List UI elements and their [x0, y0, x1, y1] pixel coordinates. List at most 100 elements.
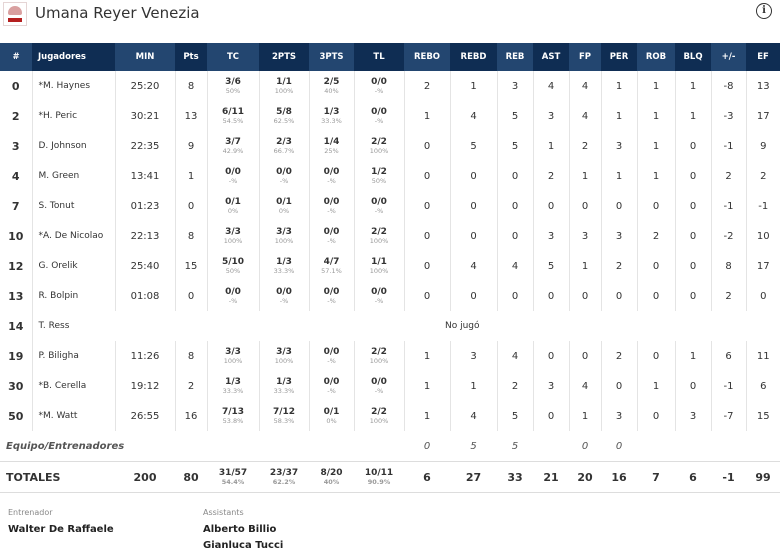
team-stat: 0 — [615, 440, 623, 452]
shot-percentage: 66.7% — [273, 147, 295, 155]
team-stat: 5 — [470, 440, 477, 452]
shots-made-attempted: 1/3 — [276, 377, 292, 387]
stat-blq: 0 — [674, 131, 711, 161]
field-goals: 0/0 -% — [206, 281, 259, 311]
two-pointers: 1/1 100% — [258, 71, 309, 101]
shots-made-attempted: 2/3 — [276, 137, 292, 147]
header-row: # Jugadores MIN Pts TC 2PTS 3PTS TL REBO REBD REB A… — [0, 43, 780, 71]
shots-made-attempted: 8/20 — [320, 468, 343, 478]
column-header[interactable]: +/- — [711, 43, 746, 71]
player-name: P. Biligha — [31, 341, 115, 371]
stat-per: 3 — [600, 221, 637, 251]
column-header[interactable]: ROB — [637, 43, 675, 71]
stat-rebd: 4 — [449, 101, 497, 131]
player-row[interactable]: 3 D. Johnson 22:35 9 3/7 42.9% 2/3 66.7% 1/4 25% 2… — [0, 131, 780, 161]
column-header[interactable]: PER — [601, 43, 637, 71]
shot-percentage: 33.3% — [273, 267, 295, 275]
player-number: 12 — [8, 259, 24, 273]
stat-rebd: 0 — [449, 281, 497, 311]
player-row[interactable]: 13 R. Bolpin 01:08 0 0/0 -% 0/0 -% 0/0 -% 0/0 -% 0 0 0… — [0, 281, 780, 311]
shot-percentage: 62.5% — [273, 117, 295, 125]
shot-percentage: -% — [374, 207, 384, 215]
stat-per: 1 — [600, 101, 637, 131]
team-stat — [675, 431, 711, 462]
column-header[interactable]: EF — [746, 43, 780, 71]
shot-percentage: -% — [327, 237, 336, 245]
info-icon[interactable]: i — [756, 3, 772, 19]
box-score-table: # Jugadores MIN Pts TC 2PTS 3PTS TL REBO REBD REB A… — [0, 43, 780, 493]
player-row[interactable]: 30 *B. Cerella 19:12 2 1/3 33.3% 1/3 33.3% 0/0 -%… — [0, 371, 780, 401]
column-header[interactable]: FP — [569, 43, 601, 71]
stat-ast: 3 — [532, 371, 569, 401]
player-number: 14 — [8, 319, 24, 333]
column-header[interactable]: REB — [497, 43, 533, 71]
two-pointers: 2/3 66.7% — [258, 131, 309, 161]
shots-made-attempted: 7/13 — [221, 407, 245, 417]
stat-ef: 17 — [745, 251, 780, 281]
stat-ef: 11 — [745, 341, 780, 371]
stat-reb: 0 — [496, 161, 533, 191]
total-stat: 16 — [601, 461, 637, 493]
stat-reb: 3 — [496, 71, 533, 101]
shot-percentage: -% — [327, 387, 336, 395]
shots-made-attempted: 0/0 — [323, 227, 340, 237]
column-header[interactable]: Jugadores — [32, 43, 115, 71]
player-number: 50 — [8, 409, 24, 423]
column-header[interactable]: BLQ — [675, 43, 711, 71]
minutes: 19:12 — [114, 371, 175, 401]
stat-rob: 1 — [636, 101, 675, 131]
column-header[interactable]: # — [0, 43, 32, 71]
shots-made-attempted: 7/12 — [272, 407, 296, 417]
column-header[interactable]: AST — [533, 43, 569, 71]
team-stat: 0 — [581, 440, 589, 452]
shot-percentage: 40% — [324, 87, 339, 95]
total-fg: 31/57 54.4% — [207, 461, 259, 493]
shots-made-attempted: 10/11 — [364, 468, 394, 478]
column-header[interactable]: REBD — [450, 43, 497, 71]
player-name: *M. Watt — [31, 401, 115, 431]
shots-made-attempted: 0/0 — [323, 167, 340, 177]
player-row[interactable]: 4 M. Green 13:41 1 0/0 -% 0/0 -% 0/0 -% 1/2 50% 0 0 0 2… — [0, 161, 780, 191]
stat-blq: 0 — [674, 221, 711, 251]
stat-rebo: 0 — [403, 191, 450, 221]
column-header[interactable]: TC — [207, 43, 259, 71]
shot-percentage: 57.1% — [321, 267, 342, 275]
total-2p: 23/37 62.2% — [259, 461, 309, 493]
player-row[interactable]: 50 *M. Watt 26:55 16 7/13 53.8% 7/12 58.3% 0/1 0%… — [0, 401, 780, 431]
stat-per: 2 — [600, 251, 637, 281]
shots-made-attempted: 3/3 — [276, 347, 292, 357]
player-row[interactable]: 14 T. Ress No jugó — [0, 311, 780, 341]
stat-ast: 1 — [532, 131, 569, 161]
shot-percentage: 0% — [278, 207, 290, 215]
points: 8 — [174, 221, 207, 251]
player-number: 3 — [11, 139, 20, 153]
field-goals: 1/3 33.3% — [206, 371, 259, 401]
shot-percentage: 33.3% — [222, 387, 244, 395]
shots-made-attempted: 0/1 — [276, 197, 292, 207]
stat-fp: 1 — [568, 401, 601, 431]
player-row[interactable]: 7 S. Tonut 01:23 0 0/1 0% 0/1 0% 0/0 -% 0/0 -% 0 0 0 0 0… — [0, 191, 780, 221]
player-row[interactable]: 10 *A. De Nicolao 22:13 8 3/3 100% 3/3 100% 0/0-… — [0, 221, 780, 251]
stat-ast: 3 — [532, 221, 569, 251]
team-row: Equipo/Entrenadores 0 5 5 0 0 — [0, 431, 780, 462]
player-row[interactable]: 2 *H. Peric 30:21 13 6/11 54.5% 5/8 62.5% 1/3 33.… — [0, 101, 780, 131]
shot-percentage: -% — [374, 297, 384, 305]
column-header[interactable]: MIN — [115, 43, 175, 71]
column-header[interactable]: 2PTS — [259, 43, 309, 71]
stat-per: 0 — [600, 191, 637, 221]
team-header: Umana Reyer Venezia i — [0, 0, 780, 43]
column-header[interactable]: REBO — [404, 43, 450, 71]
player-row[interactable]: 19 P. Biligha 11:26 8 3/3 100% 3/3 100% 0/0 -% 2/2… — [0, 341, 780, 371]
total-minutes: 200 — [115, 461, 175, 493]
shots-made-attempted: 3/3 — [225, 347, 241, 357]
column-header[interactable]: TL — [354, 43, 404, 71]
column-header[interactable]: 3PTS — [309, 43, 354, 71]
shots-made-attempted: 0/0 — [371, 77, 387, 87]
player-row[interactable]: 0 *M. Haynes 25:20 8 3/6 50% 1/1 100% 2/5 40% 0/0-… — [0, 71, 780, 101]
stat-rebd: 0 — [449, 161, 497, 191]
player-row[interactable]: 12 G. Orelik 25:40 15 5/10 50% 1/3 33.3% 4/7 57.1… — [0, 251, 780, 281]
shot-percentage: -% — [374, 87, 384, 95]
stat-rebd: 1 — [449, 371, 497, 401]
shots-made-attempted: 2/2 — [371, 227, 387, 237]
column-header[interactable]: Pts — [175, 43, 207, 71]
